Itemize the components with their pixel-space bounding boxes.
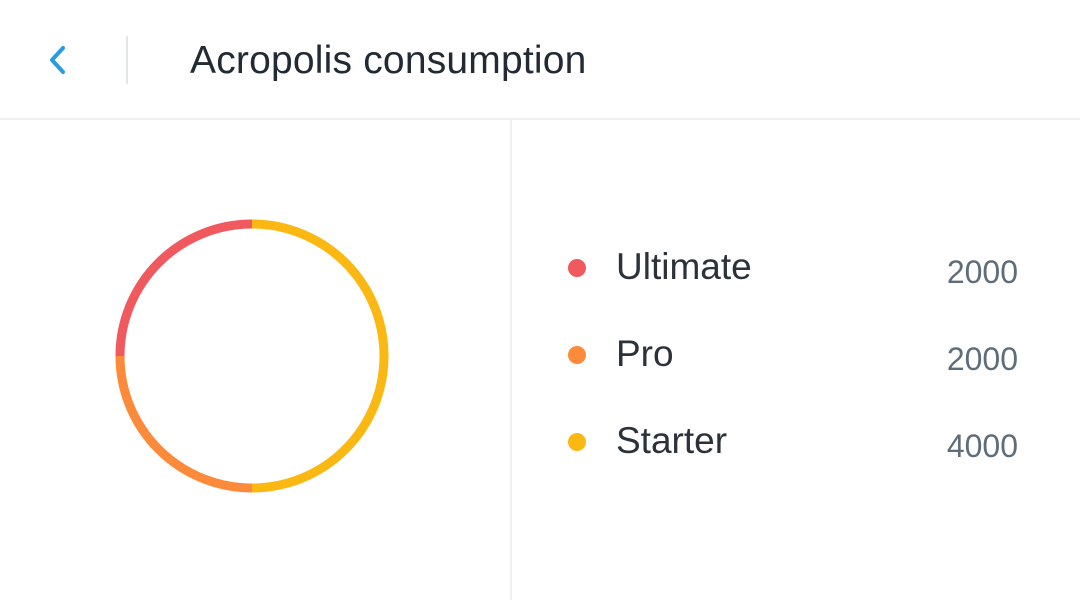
back-button[interactable]	[28, 30, 88, 90]
legend-label: Pro	[616, 333, 674, 374]
page-title: Acropolis consumption	[190, 39, 587, 82]
content-divider	[510, 120, 512, 600]
chevron-left-icon	[50, 46, 65, 74]
ring-segment-starter	[251, 219, 389, 493]
legend-value: 4000	[946, 428, 1018, 464]
legend-item-starter: Starter 4000	[566, 416, 1026, 466]
ring-segment-ultimate	[115, 219, 253, 357]
app-header: Acropolis consumption	[0, 0, 1080, 120]
legend-label: Ultimate	[616, 246, 752, 287]
header-divider	[126, 36, 128, 84]
ring-segment-pro	[115, 355, 253, 493]
starter-dot-icon	[568, 433, 586, 451]
legend-item-ultimate: Ultimate 2000	[566, 242, 1026, 292]
legend-value: 2000	[946, 341, 1018, 377]
legend-value: 2000	[946, 254, 1018, 290]
consumption-ring-chart	[115, 219, 389, 493]
legend-label: Starter	[616, 420, 728, 461]
ultimate-dot-icon	[568, 259, 586, 277]
pro-dot-icon	[568, 346, 586, 364]
legend-item-pro: Pro 2000	[566, 329, 1026, 379]
